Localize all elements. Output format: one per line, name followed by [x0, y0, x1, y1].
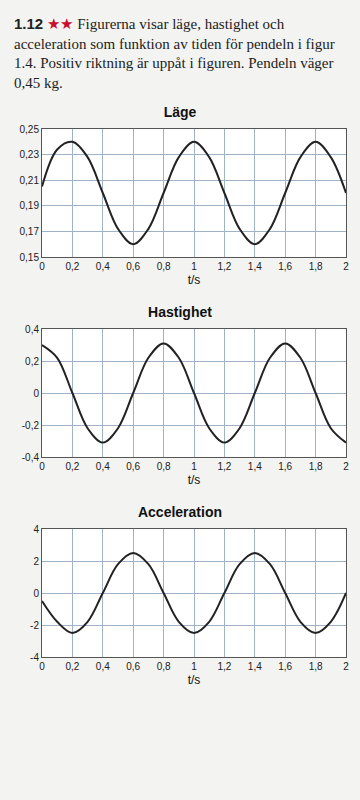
- svg-text:Läge: Läge: [164, 104, 197, 120]
- svg-text:2: 2: [343, 461, 349, 472]
- svg-text:1,4: 1,4: [248, 261, 262, 272]
- svg-text:0,2: 0,2: [25, 356, 39, 367]
- svg-text:1,2: 1,2: [217, 661, 231, 672]
- svg-text:1,6: 1,6: [278, 461, 292, 472]
- svg-text:4: 4: [33, 524, 39, 535]
- svg-text:0,8: 0,8: [157, 661, 171, 672]
- svg-text:-4: -4: [30, 652, 39, 663]
- svg-text:2: 2: [33, 556, 39, 567]
- svg-text:t/s: t/s: [188, 273, 201, 287]
- svg-text:0,6: 0,6: [126, 461, 140, 472]
- svg-text:0,2: 0,2: [65, 461, 79, 472]
- svg-text:Hastighet: Hastighet: [148, 304, 212, 320]
- svg-text:0,21: 0,21: [20, 175, 40, 186]
- svg-text:1,6: 1,6: [278, 261, 292, 272]
- svg-text:0,6: 0,6: [126, 661, 140, 672]
- svg-text:0,6: 0,6: [126, 261, 140, 272]
- svg-text:0,2: 0,2: [65, 661, 79, 672]
- svg-text:2: 2: [343, 261, 349, 272]
- svg-text:1,8: 1,8: [309, 461, 323, 472]
- svg-text:0: 0: [39, 661, 45, 672]
- svg-text:0,15: 0,15: [20, 252, 40, 263]
- svg-text:1: 1: [191, 261, 197, 272]
- svg-text:t/s: t/s: [188, 673, 201, 687]
- svg-text:0,8: 0,8: [157, 461, 171, 472]
- svg-text:1,2: 1,2: [217, 261, 231, 272]
- svg-text:1: 1: [191, 461, 197, 472]
- svg-text:1,8: 1,8: [309, 261, 323, 272]
- svg-text:0,8: 0,8: [157, 261, 171, 272]
- svg-text:Acceleration: Acceleration: [138, 504, 222, 520]
- svg-text:1,4: 1,4: [248, 461, 262, 472]
- svg-text:0,25: 0,25: [20, 124, 40, 135]
- svg-text:0,19: 0,19: [20, 200, 40, 211]
- svg-text:1: 1: [191, 661, 197, 672]
- svg-text:-0,4: -0,4: [22, 452, 40, 463]
- svg-text:1,6: 1,6: [278, 661, 292, 672]
- svg-text:0,4: 0,4: [96, 661, 110, 672]
- svg-text:-0,2: -0,2: [22, 420, 40, 431]
- svg-text:0: 0: [39, 461, 45, 472]
- svg-text:0,23: 0,23: [20, 149, 40, 160]
- svg-text:0,4: 0,4: [25, 324, 39, 335]
- svg-text:1,4: 1,4: [248, 661, 262, 672]
- svg-text:t/s: t/s: [188, 473, 201, 487]
- svg-text:0,17: 0,17: [20, 226, 40, 237]
- svg-text:1,2: 1,2: [217, 461, 231, 472]
- svg-text:0,4: 0,4: [96, 461, 110, 472]
- svg-text:-2: -2: [30, 620, 39, 631]
- svg-text:2: 2: [343, 661, 349, 672]
- svg-text:0,4: 0,4: [96, 261, 110, 272]
- html-text:1.12 ★★ Figurerna visar läge,: 1.12 ★★ Figurerna visar läge, hastighet …: [14, 15, 335, 91]
- svg-text:1,8: 1,8: [309, 661, 323, 672]
- svg-text:0: 0: [39, 261, 45, 272]
- svg-text:0: 0: [33, 588, 39, 599]
- svg-text:0: 0: [33, 388, 39, 399]
- svg-text:0,2: 0,2: [65, 261, 79, 272]
